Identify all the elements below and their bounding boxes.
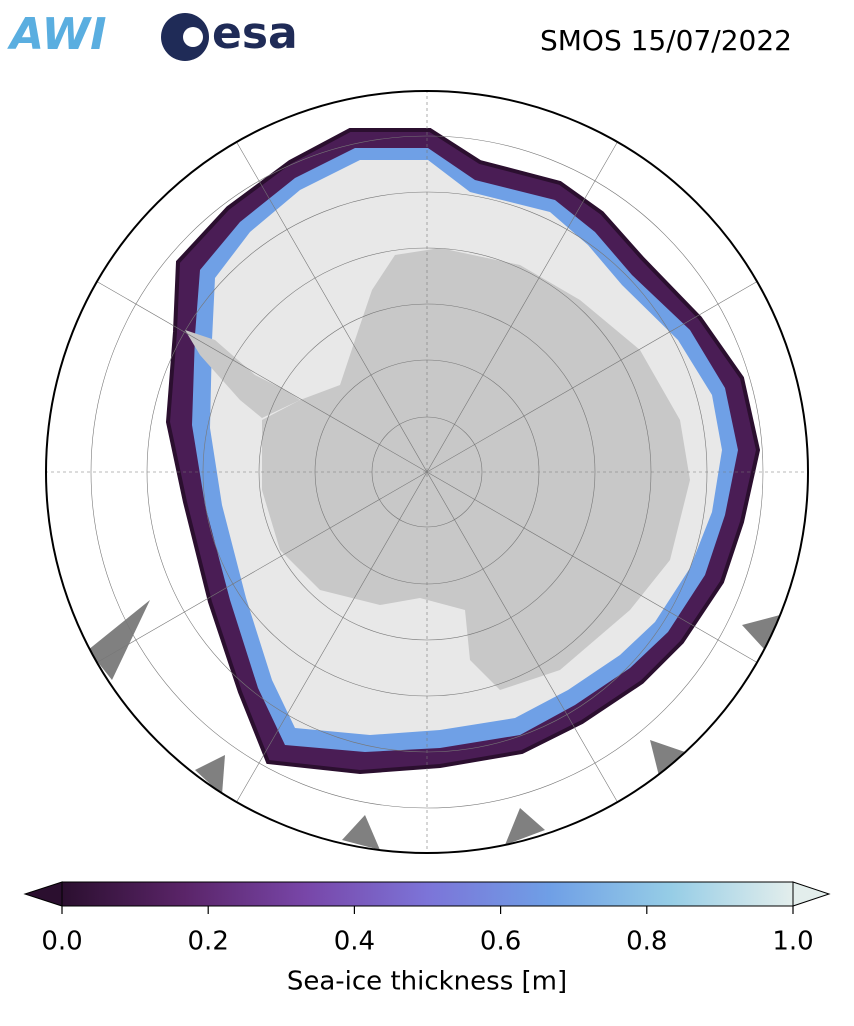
colorbar-ramp bbox=[61, 881, 794, 907]
colorbar-extend-min bbox=[23, 881, 63, 907]
title: SMOS 15/07/2022 bbox=[540, 24, 792, 57]
colorbar-tick-label: 0.0 bbox=[41, 927, 82, 957]
colorbar-tick-label: 0.6 bbox=[480, 927, 521, 957]
logos: AWI esa bbox=[7, 8, 298, 61]
esa-emblem-inner bbox=[183, 27, 203, 47]
land bbox=[342, 815, 380, 850]
colorbar bbox=[23, 881, 831, 914]
graticule bbox=[46, 91, 808, 853]
colorbar-tick-label: 1.0 bbox=[772, 927, 813, 957]
antarctic-peninsula bbox=[185, 330, 300, 418]
colorbar-tick-label: 0.8 bbox=[626, 927, 667, 957]
antarctica bbox=[262, 248, 690, 690]
colorbar-extend-max bbox=[792, 881, 831, 907]
land bbox=[505, 808, 545, 845]
awi-logo: AWI bbox=[7, 9, 107, 60]
colorbar-label: Sea-ice thickness [m] bbox=[287, 967, 567, 997]
map bbox=[46, 91, 808, 853]
land bbox=[195, 755, 225, 795]
map-frame bbox=[45, 90, 809, 854]
colorbar-tick-label: 0.2 bbox=[188, 927, 229, 957]
colorbar-tick-label: 0.4 bbox=[334, 927, 375, 957]
esa-logo: esa bbox=[212, 8, 298, 59]
land bbox=[650, 740, 685, 780]
land bbox=[88, 600, 150, 680]
land bbox=[742, 615, 780, 650]
